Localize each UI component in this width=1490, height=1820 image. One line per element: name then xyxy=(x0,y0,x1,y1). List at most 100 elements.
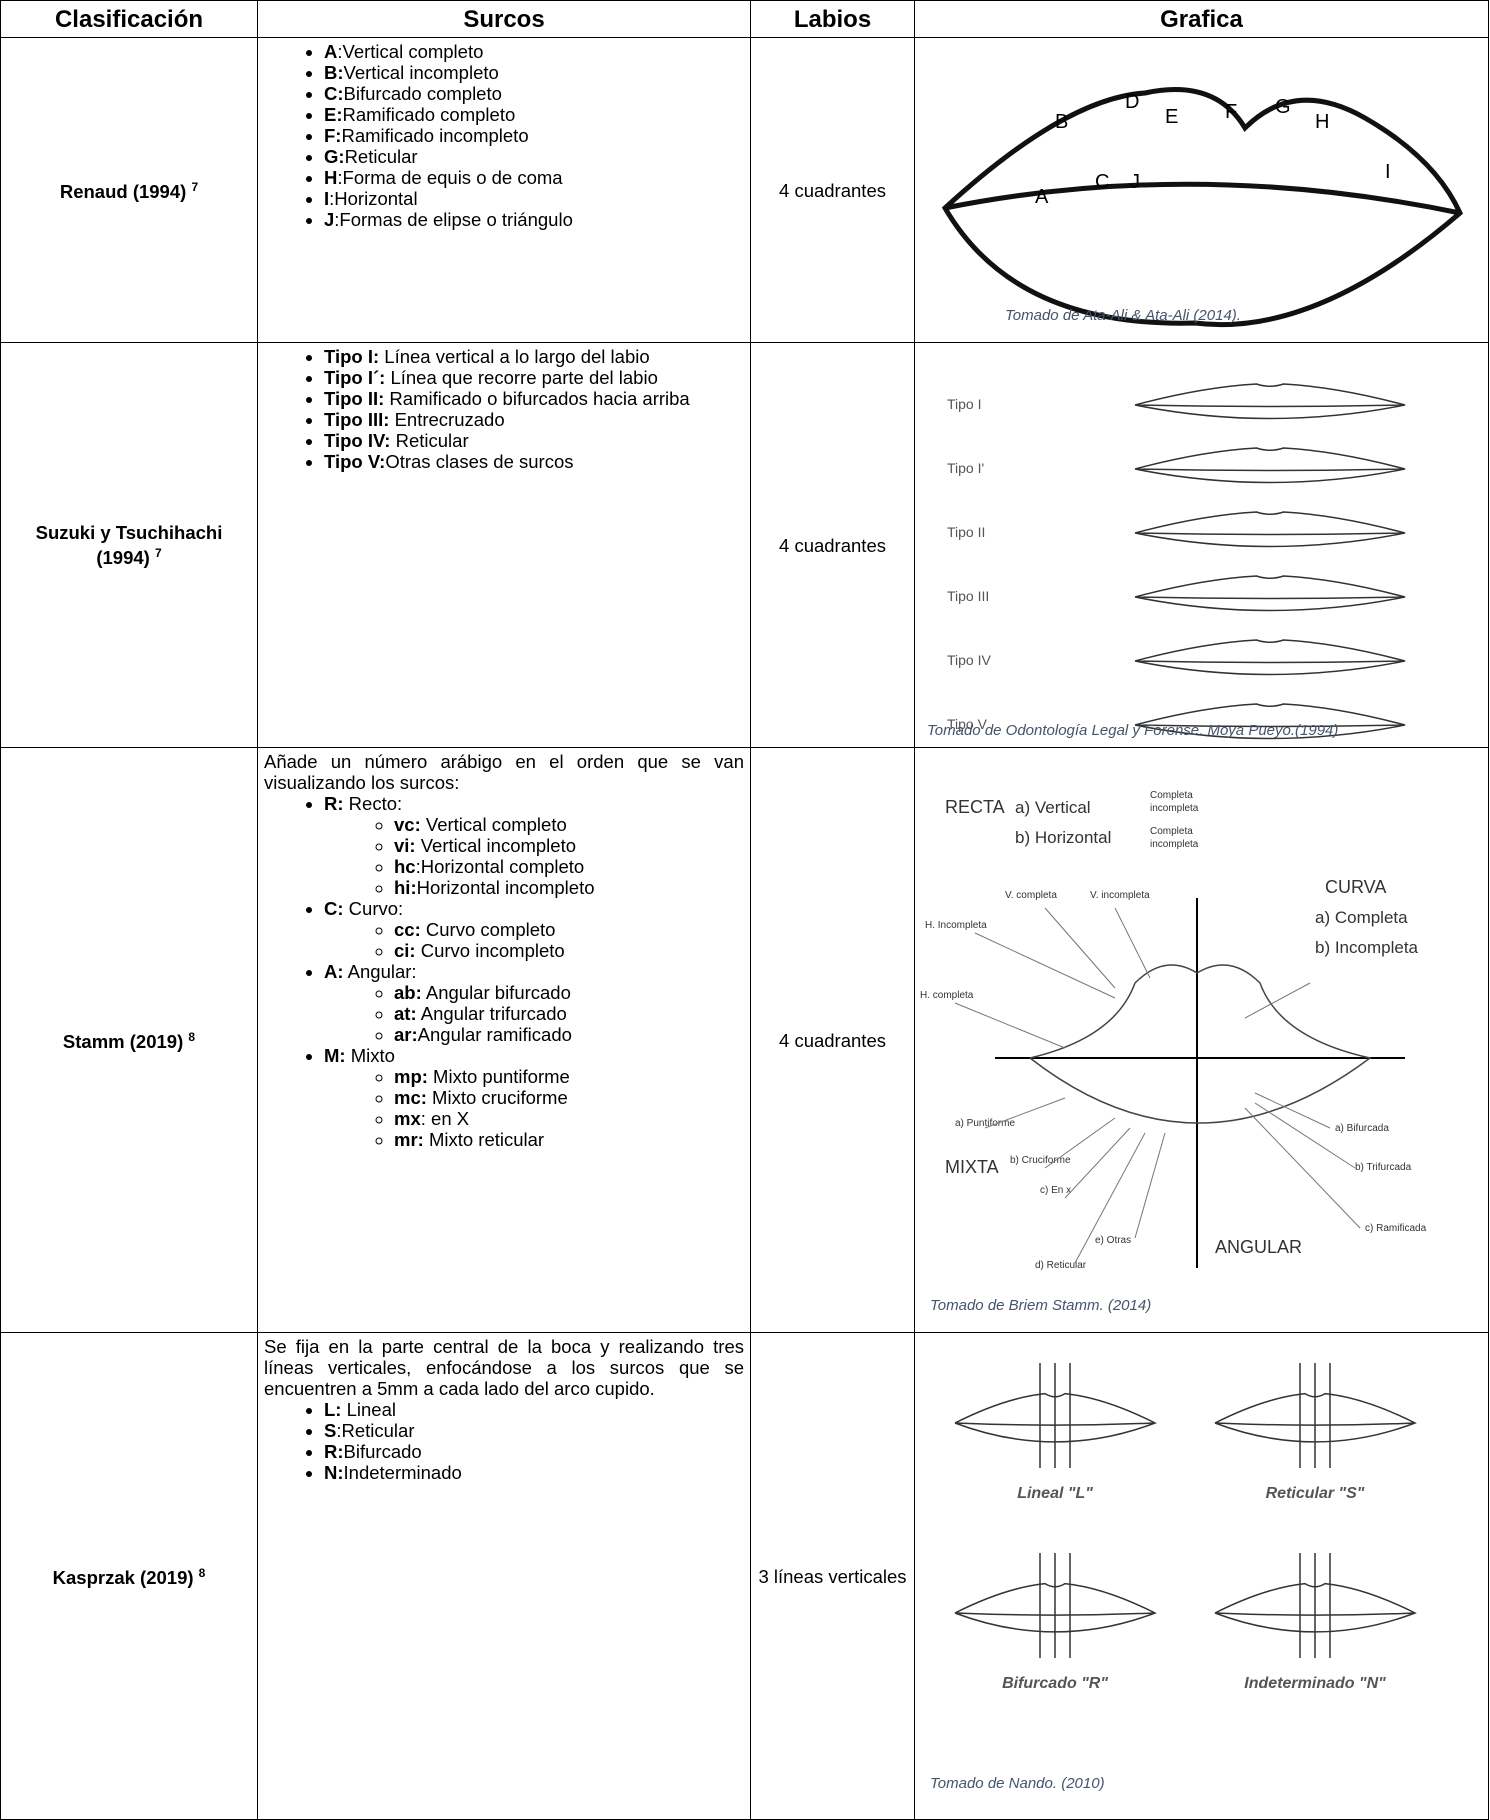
diagram-label: Completa xyxy=(1150,790,1193,801)
groove-item: G:Reticular xyxy=(324,146,744,167)
sub-item: mc: Mixto cruciforme xyxy=(394,1087,744,1108)
item-key: mc: xyxy=(394,1087,427,1108)
graphic: Lineal "L" Reticular "S" Bifurcado "R" Inde… xyxy=(930,1363,1417,1792)
reference: 8 xyxy=(188,1030,196,1045)
item-text: Otras clases de surcos xyxy=(385,451,574,472)
sub-list: cc: Curvo completoci: Curvo incompleto xyxy=(324,919,744,961)
item-text: Bifurcado completo xyxy=(343,83,502,104)
classification-cell: Suzuki y Tsuchihachi (1994) 7 xyxy=(0,342,258,748)
drawing-letter: C xyxy=(1095,171,1109,193)
sub-item: hc:Horizontal completo xyxy=(394,856,744,877)
table-body: Renaud (1994) 7A:Vertical completoB:Vert… xyxy=(0,37,1489,1820)
leader-line xyxy=(1244,982,1311,1019)
leader-line xyxy=(1134,1132,1166,1239)
drawing-letter: A xyxy=(1035,186,1049,208)
item-key: N: xyxy=(324,1462,344,1483)
sub-item: at: Angular trifurcado xyxy=(394,1003,744,1024)
item-key: ar: xyxy=(394,1024,418,1045)
item-text: Curvo: xyxy=(343,898,404,919)
leader-line xyxy=(1254,1092,1331,1129)
item-text: Curvo incompleto xyxy=(415,940,565,961)
diagram-label: incompleta xyxy=(1150,839,1199,850)
column-header: Clasificación xyxy=(0,0,258,38)
item-key: hi: xyxy=(394,877,417,898)
item-text: : en X xyxy=(420,1108,470,1129)
drawing-letter: E xyxy=(1165,106,1178,128)
sub-item: ci: Curvo incompleto xyxy=(394,940,744,961)
graphic-caption: Tomado de Ata-Ali & Ata-Ali (2014). xyxy=(1005,307,1241,324)
item-text: Mixto reticular xyxy=(423,1129,545,1150)
reference: 7 xyxy=(191,180,199,195)
item-key: cc: xyxy=(394,919,421,940)
groove-item: A: Angular:ab: Angular bifurcadoat: Angu… xyxy=(324,961,744,1045)
lip-outline xyxy=(1134,447,1406,484)
sub-item: cc: Curvo completo xyxy=(394,919,744,940)
sub-list: mp: Mixto puntiformemc: Mixto cruciforme… xyxy=(324,1066,744,1150)
item-key: mx xyxy=(394,1108,421,1129)
sub-list: ab: Angular bifurcadoat: Angular trifurc… xyxy=(324,982,744,1045)
table-row: Renaud (1994) 7A:Vertical completoB:Vert… xyxy=(0,37,1489,343)
groove-item: J:Formas de elipse o triángulo xyxy=(324,209,744,230)
lip-outline xyxy=(1134,575,1406,612)
groove-list: R: Recto:vc: Vertical completovi: Vertic… xyxy=(264,793,744,1150)
column-header: Grafica xyxy=(914,0,1489,38)
groove-item: M: Mixtomp: Mixto puntiformemc: Mixto cr… xyxy=(324,1045,744,1150)
item-text: Reticular xyxy=(390,430,469,451)
type-label: Tipo I' xyxy=(947,460,984,476)
drawing-letter: D xyxy=(1125,91,1139,113)
surcos-cell: Tipo I: Línea vertical a lo largo del la… xyxy=(257,342,751,748)
sub-item: ab: Angular bifurcado xyxy=(394,982,744,1003)
item-key: hc xyxy=(394,856,416,877)
type-label: Bifurcado "R" xyxy=(1002,1675,1108,1692)
diagram-label: d) Reticular xyxy=(1035,1260,1087,1271)
lip-outline xyxy=(1134,703,1406,740)
groove-item: C: Curvo:cc: Curvo completoci: Curvo inc… xyxy=(324,898,744,961)
item-key: M: xyxy=(324,1045,346,1066)
groove-item: R: Recto:vc: Vertical completovi: Vertic… xyxy=(324,793,744,898)
lip-outline xyxy=(1134,383,1406,420)
item-text: Angular bifurcado xyxy=(421,982,571,1003)
graphic-cell: Lineal "L" Reticular "S" Bifurcado "R" Inde… xyxy=(914,1332,1489,1820)
classification-cell: Kasprzak (2019) 8 xyxy=(0,1332,258,1820)
item-key: A xyxy=(324,41,338,62)
item-key: R: xyxy=(324,1441,344,1462)
drawing-letter: F xyxy=(1225,101,1237,123)
type-label: Reticular "S" xyxy=(1266,1485,1365,1502)
labios-cell: 3 líneas verticales xyxy=(750,1332,915,1820)
item-text: Bifurcado xyxy=(343,1441,422,1462)
labios-cell: 4 cuadrantes xyxy=(750,37,915,343)
item-key: L: xyxy=(324,1399,342,1420)
diagram-label: Completa xyxy=(1150,826,1193,837)
groove-item: N:Indeterminado xyxy=(324,1462,744,1483)
diagram-label: V. incompleta xyxy=(1090,890,1150,901)
graphic-cell: Tipo I Tipo I' Tipo II Tipo III Tipo IV Tipo … xyxy=(914,342,1489,748)
diagram-label: MIXTA xyxy=(945,1157,999,1177)
diagram-label: e) Otras xyxy=(1095,1235,1131,1246)
diagram-label: c) En x xyxy=(1040,1185,1071,1196)
sub-item: vc: Vertical completo xyxy=(394,814,744,835)
item-key: Tipo I´: xyxy=(324,367,386,388)
item-text: :Reticular xyxy=(336,1420,415,1441)
graphic: A B C D E F G H I J Tomado de Ata-Ali & Ata-Ali (2… xyxy=(941,87,1464,328)
groove-item: C:Bifurcado completo xyxy=(324,83,744,104)
leader-line xyxy=(954,1002,1066,1049)
leader-line xyxy=(984,1097,1066,1129)
groove-item: F:Ramificado incompleto xyxy=(324,125,744,146)
groove-item: Tipo V:Otras clases de surcos xyxy=(324,451,744,472)
groove-list: Tipo I: Línea vertical a lo largo del la… xyxy=(264,346,744,472)
drawing-letter: H xyxy=(1315,111,1329,133)
table-row: Suzuki y Tsuchihachi (1994) 7 Tipo I: Lín… xyxy=(0,342,1489,748)
item-text: Entrecruzado xyxy=(389,409,505,430)
type-label: Lineal "L" xyxy=(1017,1485,1093,1502)
item-key: Tipo I: xyxy=(324,346,380,367)
item-key: Tipo V: xyxy=(324,451,386,472)
sub-list: vc: Vertical completovi: Vertical incomp… xyxy=(324,814,744,898)
type-label: Tipo I xyxy=(947,396,982,412)
classification-name: Kasprzak (2019) xyxy=(52,1567,194,1589)
item-text: :Horizontal completo xyxy=(415,856,585,877)
item-text: :Horizontal xyxy=(329,188,418,209)
surcos-cell: Añade un número arábigo en el orden que … xyxy=(257,747,751,1333)
drawing-letter: G xyxy=(1275,96,1291,118)
drawing-letter: I xyxy=(1385,161,1391,183)
type-label: Tipo IV xyxy=(947,652,991,668)
